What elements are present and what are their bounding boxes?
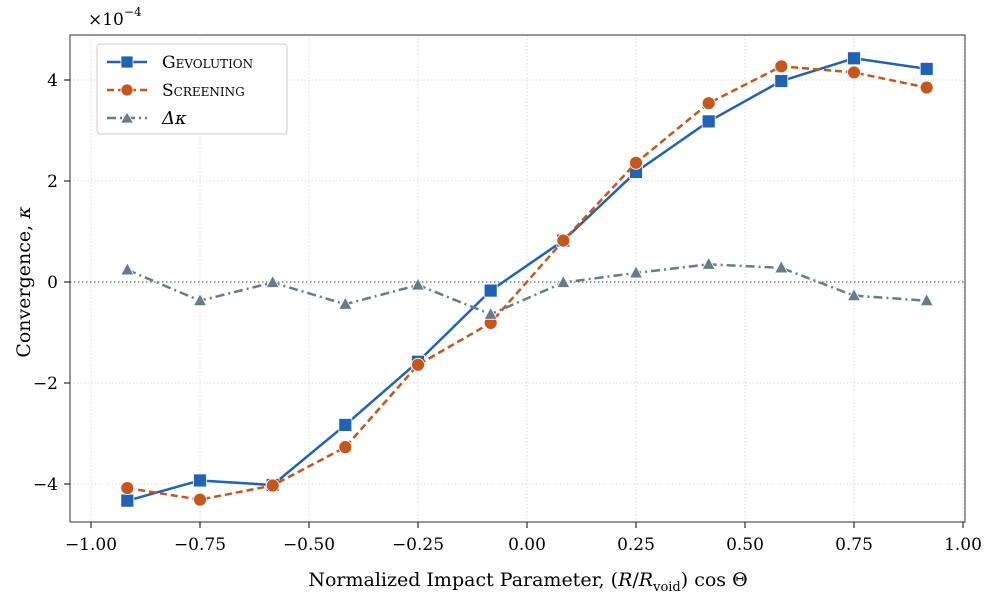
data-point-gevolution [193,473,207,488]
x-tick-label: 0.75 [835,535,873,555]
x-tick-label: 0.50 [726,535,764,555]
data-point-delta-kappa [919,292,934,307]
x-tick-label: −0.25 [392,535,444,555]
series-layer [120,51,934,508]
x-tick-label: −1.00 [65,535,117,555]
data-point-screening [847,65,861,80]
legend-marker-delta-kappa [119,111,135,124]
x-tick-label: −0.50 [283,535,335,555]
y-axis-title: Convergence, κ [13,206,35,358]
legend: Gevolution Screening Δκ [96,43,288,135]
series-line-gevolution [126,57,927,502]
data-point-gevolution [919,61,934,76]
data-point-delta-kappa [338,296,353,310]
x-tick-label: 1.00 [944,535,982,555]
y-tick-label: −2 [33,374,58,394]
data-point-delta-kappa [774,260,789,274]
series-line-delta-kappa [126,263,927,316]
data-point-screening [411,357,425,372]
data-point-delta-kappa [410,277,426,291]
y-tick-label: 2 [47,172,58,192]
legend-marker-screening [120,83,134,97]
data-point-delta-kappa [628,265,644,279]
data-point-screening [629,155,643,170]
data-point-delta-kappa [120,262,135,276]
data-point-gevolution [774,74,789,88]
legend-label-screening: Screening [162,81,245,101]
data-point-screening [556,233,571,248]
data-point-gevolution [338,418,353,432]
data-point-gevolution [847,51,861,66]
legend-label-delta-kappa: Δκ [161,108,187,129]
series-delta-kappa [120,256,934,320]
x-axis-title: Normalized Impact Parameter, (R/Rvoid) c… [308,569,747,595]
data-point-screening [774,59,789,74]
data-point-gevolution [120,493,135,508]
data-point-delta-kappa [846,287,862,302]
legend-entry-gevolution: Gevolution [107,53,253,73]
y-scale-label: ×10−4 [88,5,142,30]
data-point-gevolution [701,114,716,129]
legend-entry-delta-kappa: Δκ [107,108,187,129]
data-point-screening [193,492,207,507]
legend-label-gevolution: Gevolution [162,53,253,73]
data-point-delta-kappa [265,274,280,288]
data-point-gevolution [483,283,498,298]
plot-frame [69,34,966,523]
legend-entry-screening: Screening [107,81,245,101]
tick-layer: −1.00 −0.75 −0.50 −0.25 0.00 0.25 0.50 0.75 1.00… [33,71,982,555]
series-line-screening [127,65,927,501]
data-point-screening [338,440,353,455]
data-point-delta-kappa [192,292,208,307]
y-tick-label: 4 [47,71,58,91]
y-tick-label: 0 [47,273,58,293]
data-point-screening [919,80,934,95]
data-point-screening [701,96,716,111]
data-point-delta-kappa [556,274,571,288]
legend-box [96,43,288,135]
x-tick-label: 0.25 [617,535,655,555]
y-tick-label: −4 [33,475,58,495]
data-point-screening [120,481,135,495]
data-point-screening [265,478,280,493]
x-tick-label: −0.75 [174,535,226,555]
data-point-delta-kappa [701,256,716,270]
legend-marker-gevolution [120,55,134,69]
x-tick-label: 0.00 [508,535,546,555]
data-point-delta-kappa [483,306,498,320]
grid-layer [70,35,965,522]
